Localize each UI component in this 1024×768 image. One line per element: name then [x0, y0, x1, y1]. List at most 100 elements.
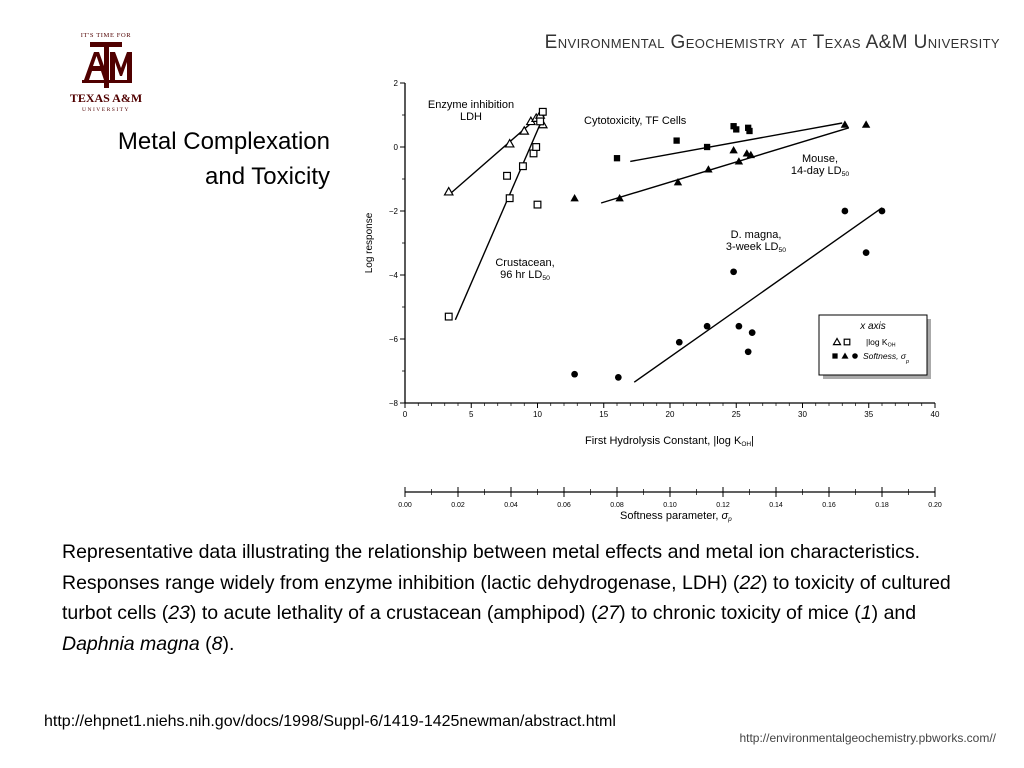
data-point-2-2 [703, 143, 711, 151]
data-point-3-3 [704, 165, 713, 173]
x-axis-label: First Hydrolysis Constant, |log KOH| [585, 435, 754, 448]
x2-tick-label: 0.02 [451, 502, 465, 509]
legend-row-1: |log KOH [866, 337, 896, 349]
data-point-4-7 [748, 329, 756, 336]
data-point-3-2 [673, 178, 683, 186]
data-point-4-5 [735, 322, 743, 330]
caption-part-5: ) and [871, 602, 917, 624]
data-point-3-4 [729, 146, 738, 154]
y-tick-label: −4 [389, 271, 399, 280]
data-point-3-0 [570, 194, 579, 202]
caption-ref-1: 22 [739, 571, 762, 594]
x-tick-label: 25 [732, 410, 741, 419]
label-crustacean-line-1: Crustacean, [495, 257, 554, 269]
data-point-1-3 [518, 162, 527, 171]
data-point-2-3 [730, 123, 737, 130]
caption-part-3: ) to acute lethality of a crustacean (am… [189, 602, 598, 624]
data-point-4-1 [614, 374, 622, 381]
x2-tick-label: 0.10 [663, 502, 677, 509]
fit-line-3 [600, 127, 850, 204]
atm-monogram-icon [82, 42, 132, 88]
data-point-4-2 [675, 338, 683, 346]
data-point-4-4 [730, 268, 737, 276]
legend-filled-circle-icon [852, 353, 858, 359]
data-point-0-0 [443, 186, 454, 196]
chart-legend: x axis |log KOH Softness, σp [818, 314, 931, 379]
data-points [443, 107, 886, 381]
x2-axis-label: Softness parameter, σp [620, 510, 732, 523]
data-point-2-1 [673, 137, 680, 144]
label-mouse-line-1: Mouse, [802, 153, 838, 165]
x2-tick-label: 0.20 [928, 502, 942, 509]
data-point-4-10 [878, 207, 886, 215]
fit-line-2 [630, 122, 843, 163]
y-tick-label: −2 [389, 207, 399, 216]
data-point-2-0 [613, 155, 621, 162]
slide-title-line-2: and Toxicity [205, 163, 330, 190]
data-point-1-0 [444, 312, 453, 321]
x-tick-label: 20 [666, 410, 675, 419]
source-url[interactable]: http://ehpnet1.niehs.nih.gov/docs/1998/S… [44, 713, 616, 730]
caption-part-4: ) to chronic toxicity of mice ( [619, 602, 861, 624]
label-crustacean-line-2: 96 hr LD50 [500, 269, 550, 282]
legend-filled-triangle-icon [841, 352, 849, 359]
y-tick-label: −8 [389, 399, 399, 408]
data-point-1-6 [533, 200, 542, 209]
x-tick-label: 0 [403, 410, 408, 419]
x2-tick-label: 0.12 [716, 502, 730, 509]
legend-open-square-icon [843, 338, 851, 346]
x2-tick-label: 0.18 [875, 502, 889, 509]
fit-line-1 [454, 114, 545, 321]
x-tick-label: 5 [469, 410, 474, 419]
footer-url[interactable]: http://environmentalgeochemistry.pbworks… [739, 731, 996, 745]
figure-caption: Representative data illustrating the rel… [62, 537, 982, 659]
label-dmagna-line-1: D. magna, [731, 229, 782, 241]
caption-part-6: ( [199, 632, 212, 655]
data-point-4-9 [862, 249, 870, 256]
caption-part-2: ) to toxicity of cultured turbot cells ( [62, 571, 951, 625]
data-point-0-2 [519, 125, 530, 135]
x2-tick-label: 0.08 [610, 502, 624, 509]
legend-open-triangle-icon [832, 337, 842, 346]
caption-ref-3: 27 [597, 602, 620, 624]
caption-ref-4: 1 [860, 602, 872, 624]
data-point-1-4 [529, 149, 538, 158]
texas-am-logo: IT'S TIME FOR TEXAS A&M UNIVERSITY [70, 32, 142, 113]
caption-ref-5: 8 [211, 632, 223, 655]
x-tick-label: 40 [931, 410, 940, 419]
x2-tick-label: 0.14 [769, 502, 783, 509]
legend-title: x axis [859, 321, 886, 332]
label-mouse-line-2: 14-day LD50 [791, 165, 850, 178]
legend-filled-square-icon [832, 353, 838, 359]
x-tick-label: 30 [798, 410, 807, 419]
data-point-3-8 [840, 120, 850, 128]
logo-sub: UNIVERSITY [82, 107, 130, 113]
data-point-1-7 [536, 117, 545, 126]
x-tick-label: 35 [864, 410, 873, 419]
legend-row-2: Softness, σp [863, 351, 909, 365]
slide-title-line-1: Metal Complexation [117, 128, 330, 155]
fit-lines [448, 111, 883, 383]
caption-part-1: Representative data illustrating the rel… [62, 541, 921, 594]
data-point-3-5 [734, 157, 744, 165]
caption-species: Daphnia magna [62, 632, 200, 655]
y-tick-label: 2 [394, 79, 399, 88]
data-point-2-4 [733, 126, 740, 133]
data-point-3-1 [615, 194, 624, 202]
logo-tagline: IT'S TIME FOR [81, 32, 131, 39]
data-point-1-8 [538, 107, 547, 116]
data-point-2-5 [745, 124, 752, 131]
header-title: Environmental Geochemistry at Texas A&M … [544, 32, 1000, 53]
x2-tick-label: 0.00 [398, 502, 412, 509]
data-point-3-9 [861, 120, 871, 128]
x2-tick-label: 0.04 [504, 502, 518, 509]
label-cytotoxicity: Cytotoxicity, TF Cells [584, 115, 687, 127]
softness-axis: 0.00 0.02 0.04 0.06 0.08 0.10 0.12 0.14 0.16 0.18… [398, 487, 942, 523]
data-point-4-6 [744, 348, 752, 356]
data-point-1-5 [532, 143, 541, 151]
label-enzyme-line-2: LDH [460, 111, 482, 123]
data-point-2-6 [746, 127, 753, 135]
data-point-0-1 [504, 138, 515, 148]
